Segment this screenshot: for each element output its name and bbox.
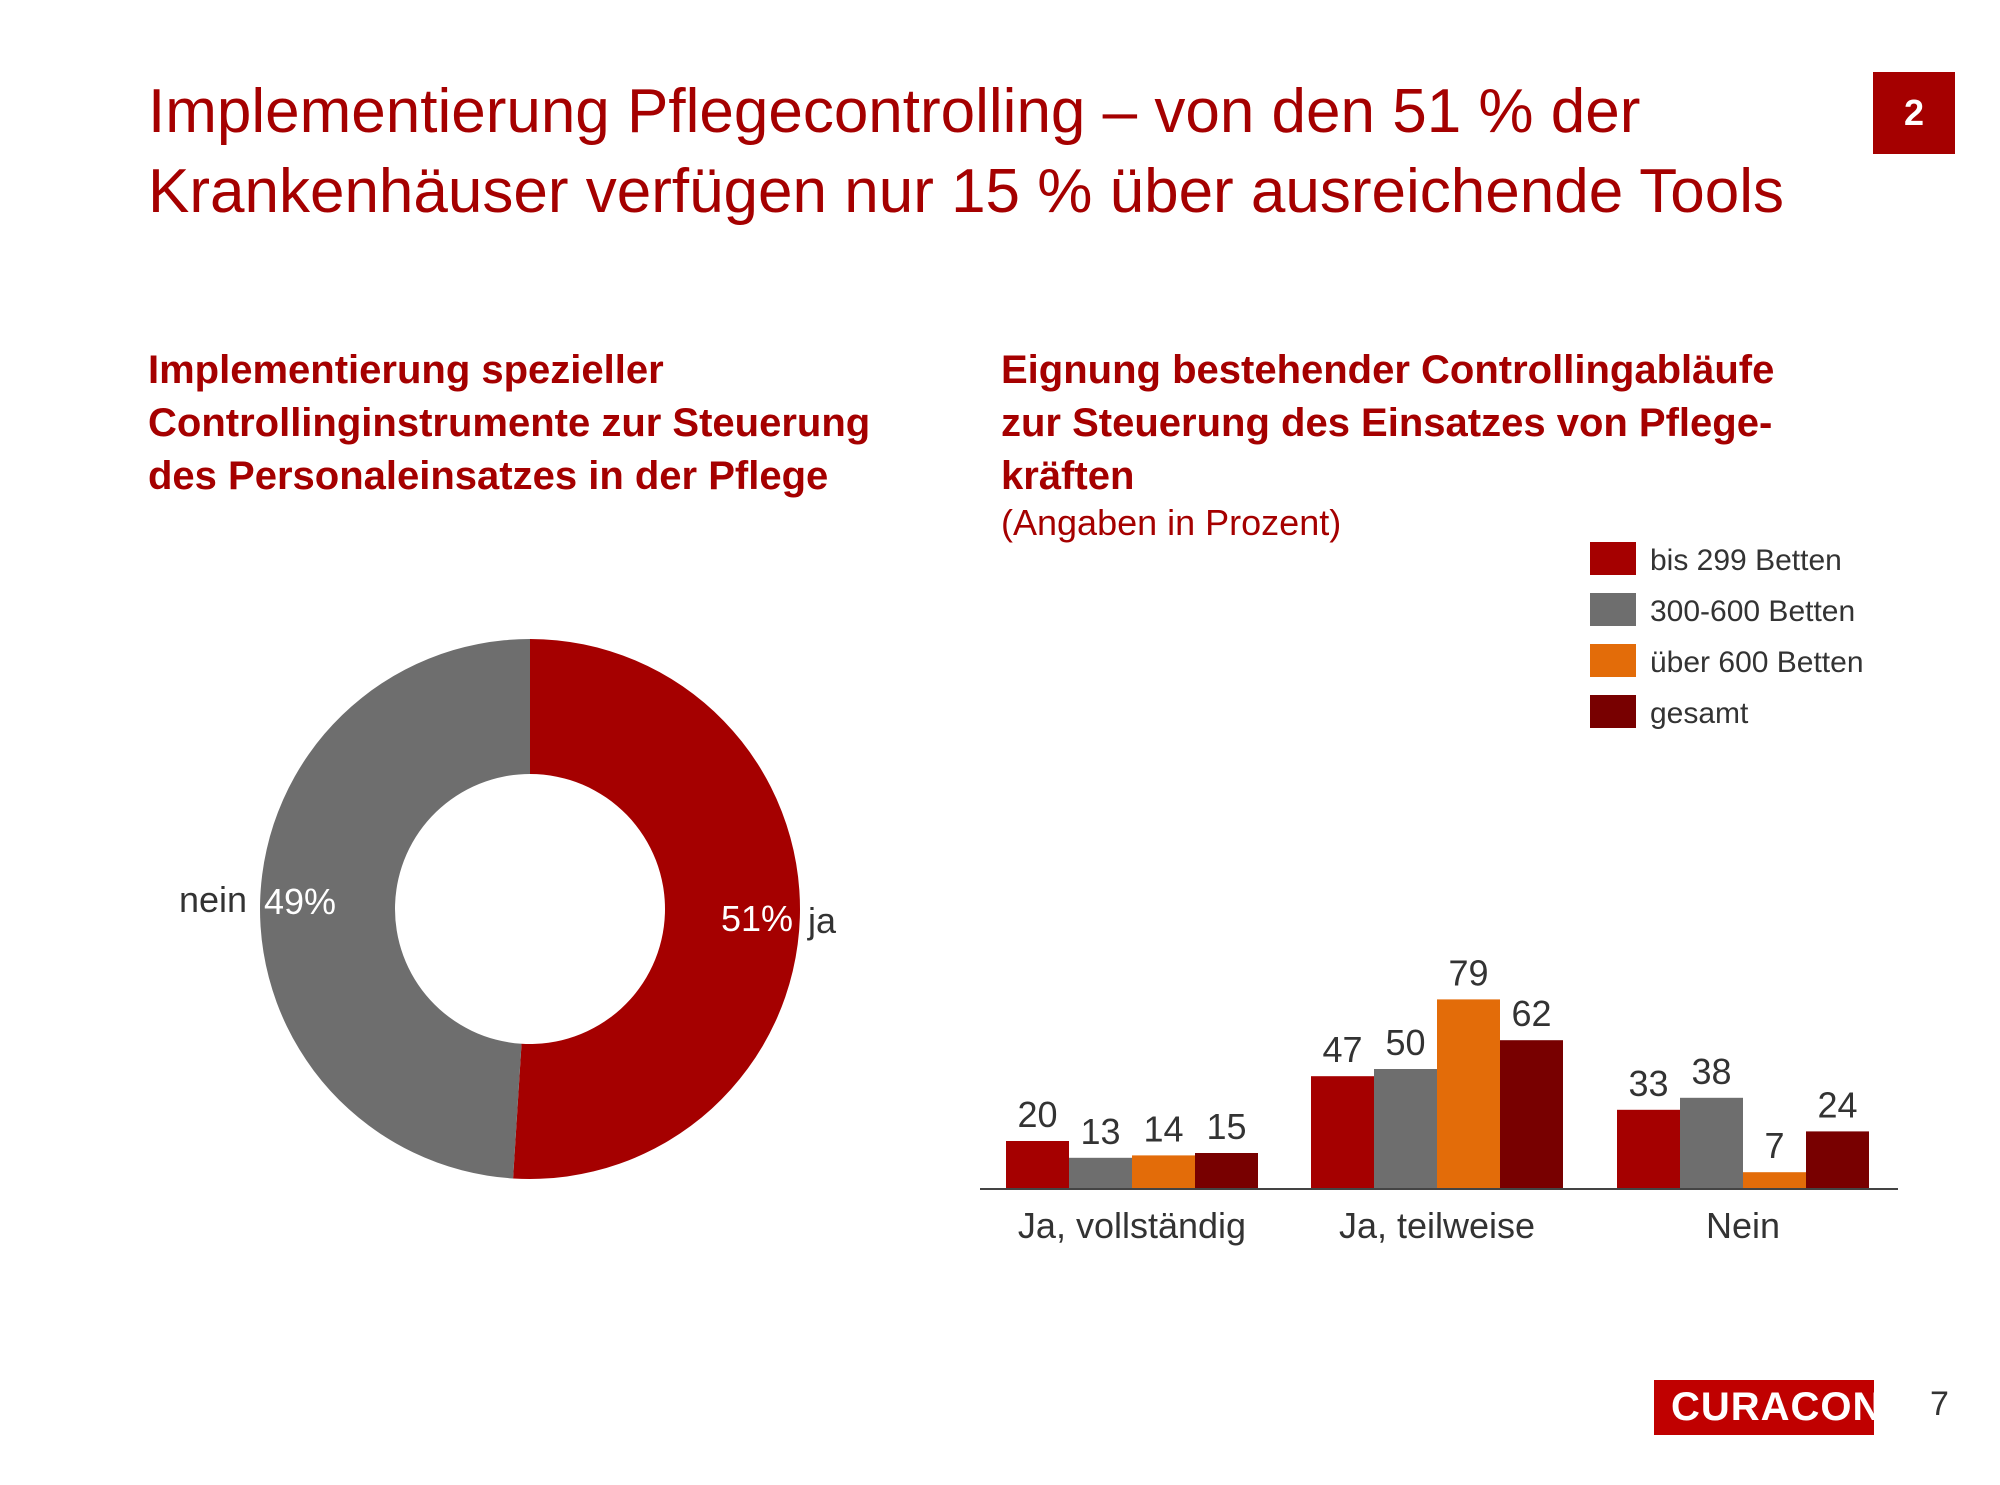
bar-value-label-1-0: 47 xyxy=(1322,1029,1362,1070)
bar-value-label-1-2: 79 xyxy=(1448,952,1488,993)
x-tick-label-2: Nein xyxy=(1706,1205,1780,1246)
page-number: 7 xyxy=(1930,1385,1949,1423)
bar-1-2 xyxy=(1437,999,1500,1189)
slide-title-line-2: Krankenhäuser verfügen nur 15 % über aus… xyxy=(148,157,1785,226)
donut-slice-nein xyxy=(260,639,530,1179)
donut-value-label-nein: 49% xyxy=(264,881,336,922)
bar-0-3 xyxy=(1195,1153,1258,1189)
bar-value-label-1-1: 50 xyxy=(1385,1022,1425,1063)
bar-0-0 xyxy=(1006,1141,1069,1189)
bar-1-3 xyxy=(1500,1040,1563,1189)
bar-value-label-0-1: 13 xyxy=(1080,1111,1120,1152)
legend-swatch-2 xyxy=(1590,644,1636,677)
x-tick-label-1: Ja, teilweise xyxy=(1339,1205,1535,1246)
slide-title: Implementierung Pflegecontrolling – von … xyxy=(148,72,1868,232)
bar-chart: 20 13 14 15 Ja, vollständig 47 50 79 62 Ja, teilw… xyxy=(980,542,1898,1246)
bar-chart-unit-note: (Angaben in Prozent) xyxy=(1001,502,1342,543)
bar-2-3 xyxy=(1806,1131,1869,1189)
slide-title-line-1: Implementierung Pflegecontrolling – von … xyxy=(148,77,1641,146)
bar-value-label-2-1: 38 xyxy=(1691,1051,1731,1092)
bar-value-label-2-2: 7 xyxy=(1764,1125,1784,1166)
bar-value-label-0-0: 20 xyxy=(1017,1094,1057,1135)
bar-chart-title-line-3: kräften xyxy=(1001,454,1135,498)
bar-value-label-2-3: 24 xyxy=(1817,1084,1857,1125)
donut-category-label-ja: ja xyxy=(807,900,837,941)
legend-label-1: 300-600 Betten xyxy=(1650,595,1855,628)
slide-badge: 2 xyxy=(1873,72,1955,154)
bar-0-2 xyxy=(1132,1155,1195,1189)
donut-slice-ja xyxy=(513,639,801,1179)
bar-1-0 xyxy=(1311,1076,1374,1189)
bar-2-1 xyxy=(1680,1097,1743,1189)
bar-2-2 xyxy=(1743,1172,1806,1189)
bar-chart-title-line-1: Eignung bestehender Controllingabläufe xyxy=(1001,348,1775,392)
donut-chart: 51% ja 49% nein xyxy=(179,639,837,1179)
bar-value-label-0-3: 15 xyxy=(1206,1106,1246,1147)
bar-2-0 xyxy=(1617,1109,1680,1189)
x-tick-label-0: Ja, vollständig xyxy=(1018,1205,1246,1246)
bar-1-1 xyxy=(1374,1069,1437,1189)
donut-category-label-nein: nein xyxy=(179,879,247,920)
curacon-logo xyxy=(1654,1380,1874,1435)
donut-chart-title: Implementierung spezieller Controllingin… xyxy=(148,344,968,503)
bar-value-label-0-2: 14 xyxy=(1143,1108,1183,1149)
curacon-logo-text: CURACON xyxy=(1671,1385,1883,1429)
donut-chart-title-line-2: Controllinginstrumente zur Steuerung xyxy=(148,401,871,445)
donut-value-label-ja: 51% xyxy=(721,898,793,939)
bar-chart-title-line-2: zur Steuerung des Einsatzes von Pflege- xyxy=(1001,401,1773,445)
legend-label-3: gesamt xyxy=(1650,697,1749,730)
bar-0-1 xyxy=(1069,1157,1132,1189)
legend-label-2: über 600 Betten xyxy=(1650,646,1864,679)
legend-swatch-0 xyxy=(1590,542,1636,575)
legend-swatch-3 xyxy=(1590,695,1636,728)
bar-chart-title: Eignung bestehender Controllingabläufe z… xyxy=(1001,344,1901,503)
legend-swatch-1 xyxy=(1590,593,1636,626)
donut-chart-title-line-3: des Personaleinsatzes in der Pflege xyxy=(148,454,829,498)
donut-chart-title-line-1: Implementierung spezieller xyxy=(148,348,664,392)
bar-value-label-1-3: 62 xyxy=(1511,993,1551,1034)
legend-label-0: bis 299 Betten xyxy=(1650,544,1842,577)
bar-value-label-2-0: 33 xyxy=(1628,1063,1668,1104)
